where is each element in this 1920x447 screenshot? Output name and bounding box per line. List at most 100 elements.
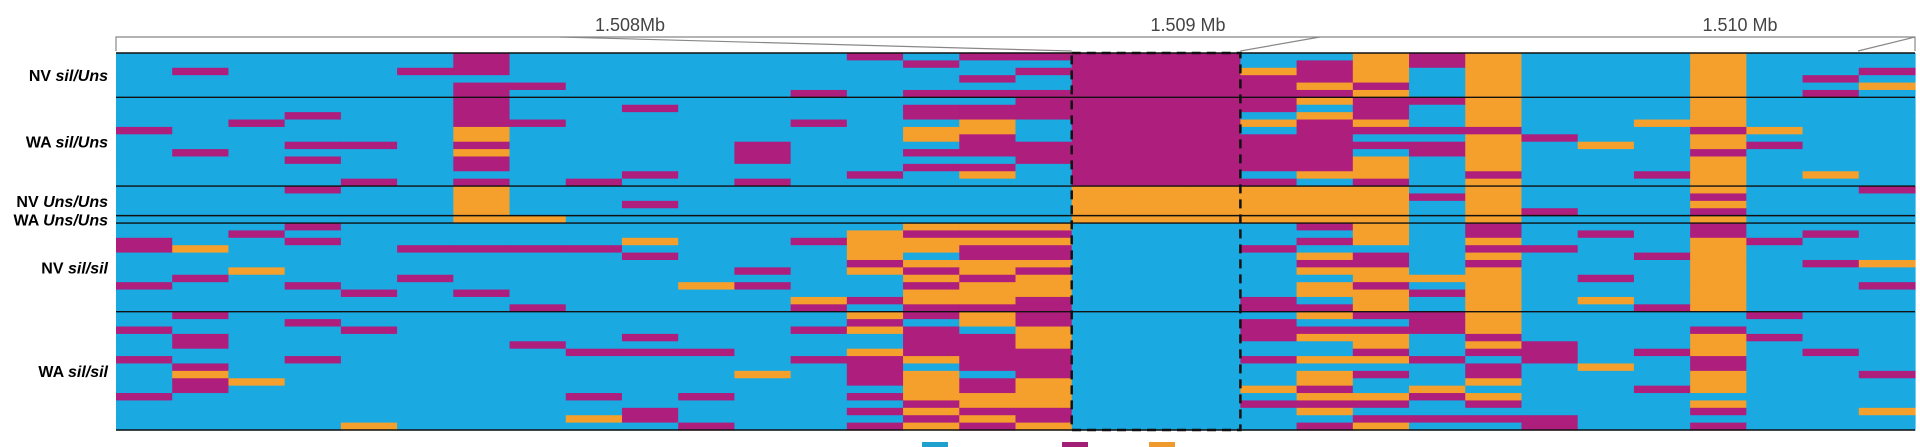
genotype-cell	[116, 75, 173, 84]
genotype-cell	[959, 112, 1017, 121]
genotype-cell	[678, 326, 736, 335]
genotype-cell	[1352, 245, 1410, 254]
genotype-cell	[1409, 267, 1466, 276]
genotype-cell	[172, 282, 230, 291]
genotype-cell	[284, 200, 342, 209]
genotype-cell	[903, 422, 960, 431]
genotype-cell	[340, 104, 398, 113]
genotype-cell	[1521, 341, 1579, 350]
genotype-cell	[790, 363, 848, 372]
genotype-cell	[1690, 171, 1747, 180]
genotype-cell	[846, 149, 904, 158]
genotype-cell	[1577, 156, 1635, 165]
genotype-cell	[1465, 407, 1523, 416]
genotype-cell	[228, 296, 286, 305]
genotype-cell	[1296, 333, 1354, 342]
genotype-cell	[621, 304, 679, 313]
genotype-cell	[397, 341, 454, 350]
genotype-cell	[1577, 422, 1635, 431]
genotype-cell	[790, 163, 848, 172]
genotype-cell	[1015, 407, 1073, 416]
genotype-cell	[1296, 215, 1354, 224]
genotype-cell	[846, 274, 904, 283]
genotype-cell	[1690, 75, 1747, 84]
genotype-cell	[1127, 75, 1185, 84]
genotype-cell	[678, 407, 736, 416]
genotype-cell	[678, 252, 736, 261]
genotype-cell	[1296, 186, 1354, 195]
genotype-cell	[1465, 370, 1523, 379]
genotype-cell	[1465, 97, 1523, 106]
genotype-cell	[1240, 126, 1298, 135]
genotype-cell	[453, 296, 511, 305]
genotype-cell	[1690, 208, 1747, 217]
genotype-cell	[1746, 252, 1804, 261]
genotype-cell	[1071, 163, 1129, 172]
genotype-cell	[959, 319, 1017, 328]
genotype-cell	[1465, 156, 1523, 165]
genotype-cell	[1071, 178, 1129, 187]
genotype-cell	[565, 415, 623, 424]
genotype-cell	[1240, 53, 1298, 61]
genotype-cell	[1015, 230, 1073, 239]
genotype-cell	[397, 119, 454, 128]
genotype-cell	[228, 119, 286, 128]
genotype-cell	[678, 156, 736, 165]
genotype-cell	[1240, 75, 1298, 84]
genotype-cell	[1127, 296, 1185, 305]
genotype-cell	[1577, 378, 1635, 387]
genotype-cell	[1858, 296, 1916, 305]
genotype-cell	[1802, 215, 1860, 224]
genotype-cell	[1184, 333, 1241, 342]
genotype-cell	[734, 363, 792, 372]
axis-tick-label: 1.510 Mb	[1702, 15, 1777, 35]
genotype-cell	[397, 186, 454, 195]
genotype-cell	[1690, 348, 1747, 357]
genotype-cell	[1858, 370, 1916, 379]
genotype-cell	[1352, 311, 1410, 320]
genotype-cell	[959, 267, 1017, 276]
genotype-cell	[1521, 104, 1579, 113]
genotype-cell	[172, 186, 230, 195]
genotype-cell	[284, 348, 342, 357]
genotype-cell	[1633, 407, 1691, 416]
genotype-cell	[509, 363, 567, 372]
genotype-cell	[903, 75, 960, 84]
genotype-cell	[1633, 385, 1691, 394]
genotype-cell	[1521, 282, 1579, 291]
genotype-cell	[734, 89, 792, 98]
genotype-cell	[1577, 178, 1635, 187]
genotype-cell	[846, 259, 904, 268]
genotype-cell	[1633, 311, 1691, 320]
genotype-cell	[172, 163, 230, 172]
genotype-cell	[621, 104, 679, 113]
genotype-cell	[397, 400, 454, 409]
genotype-cell	[621, 245, 679, 254]
genotype-cell	[621, 237, 679, 246]
genotype-cell	[734, 267, 792, 276]
genotype-cell	[1746, 245, 1804, 254]
genotype-cell	[172, 407, 230, 416]
genotype-cell	[1071, 67, 1129, 76]
genotype-cell	[1802, 60, 1860, 69]
genotype-cell	[228, 370, 286, 379]
genotype-cell	[397, 149, 454, 158]
genotype-cell	[116, 356, 173, 365]
genotype-cell	[1352, 163, 1410, 172]
genotype-cell	[1352, 186, 1410, 195]
genotype-cell	[228, 82, 286, 91]
genotype-cell	[1240, 119, 1298, 128]
genotype-cell	[1802, 289, 1860, 298]
genotype-cell	[1465, 304, 1523, 313]
genotype-cell	[340, 141, 398, 150]
genotype-cell	[509, 370, 567, 379]
genotype-cell	[228, 252, 286, 261]
genotype-cell	[734, 245, 792, 254]
genotype-cell	[1240, 259, 1298, 268]
genotype-cell	[1184, 193, 1241, 202]
genotype-cell	[228, 171, 286, 180]
genotype-cell	[1352, 363, 1410, 372]
genotype-cell	[172, 385, 230, 394]
genotype-cell	[1521, 311, 1579, 320]
